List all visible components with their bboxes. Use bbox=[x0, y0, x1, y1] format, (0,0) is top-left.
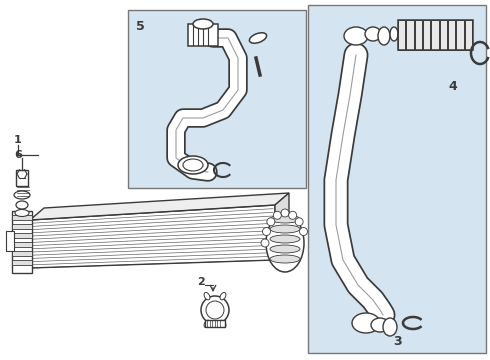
Ellipse shape bbox=[16, 201, 28, 209]
Circle shape bbox=[201, 296, 229, 324]
Bar bbox=[6, 231, 14, 251]
Bar bbox=[440, 20, 447, 50]
Bar bbox=[12, 242, 32, 247]
Ellipse shape bbox=[270, 225, 300, 233]
Bar bbox=[398, 20, 405, 50]
Ellipse shape bbox=[344, 27, 368, 45]
Bar bbox=[12, 211, 32, 273]
Circle shape bbox=[267, 218, 275, 226]
Bar bbox=[12, 260, 32, 265]
Text: 4: 4 bbox=[448, 80, 457, 93]
Ellipse shape bbox=[14, 191, 30, 199]
Bar bbox=[415, 20, 422, 50]
Circle shape bbox=[261, 239, 269, 247]
Ellipse shape bbox=[15, 210, 29, 216]
Text: 2: 2 bbox=[197, 277, 205, 287]
Bar bbox=[16, 170, 28, 186]
Ellipse shape bbox=[352, 313, 380, 333]
Text: 6: 6 bbox=[14, 150, 22, 160]
Ellipse shape bbox=[383, 318, 397, 336]
Circle shape bbox=[281, 209, 289, 217]
Circle shape bbox=[295, 218, 303, 226]
Circle shape bbox=[273, 211, 281, 219]
Polygon shape bbox=[275, 193, 289, 260]
Ellipse shape bbox=[178, 156, 208, 174]
Ellipse shape bbox=[249, 33, 267, 43]
Text: 3: 3 bbox=[392, 335, 401, 348]
Circle shape bbox=[263, 228, 270, 235]
Ellipse shape bbox=[220, 292, 226, 300]
Ellipse shape bbox=[270, 245, 300, 253]
Bar bbox=[12, 233, 32, 238]
Bar bbox=[188, 24, 218, 46]
Circle shape bbox=[206, 301, 224, 319]
Ellipse shape bbox=[390, 27, 398, 41]
Bar bbox=[431, 20, 439, 50]
Ellipse shape bbox=[193, 19, 213, 29]
Bar bbox=[456, 20, 464, 50]
Bar bbox=[406, 20, 414, 50]
Bar bbox=[12, 215, 32, 220]
Ellipse shape bbox=[270, 215, 300, 223]
Ellipse shape bbox=[266, 214, 304, 272]
Ellipse shape bbox=[220, 320, 226, 328]
Bar bbox=[398, 20, 473, 50]
Polygon shape bbox=[30, 205, 275, 268]
Bar bbox=[423, 20, 430, 50]
Ellipse shape bbox=[183, 159, 203, 171]
Bar bbox=[12, 251, 32, 256]
Bar bbox=[12, 224, 32, 229]
Bar bbox=[205, 320, 225, 327]
Text: 1: 1 bbox=[14, 135, 22, 145]
Ellipse shape bbox=[365, 27, 381, 41]
Bar bbox=[465, 20, 472, 50]
Ellipse shape bbox=[270, 235, 300, 243]
Ellipse shape bbox=[270, 255, 300, 263]
Bar bbox=[448, 20, 455, 50]
Bar bbox=[308, 5, 486, 353]
Ellipse shape bbox=[371, 318, 389, 332]
Ellipse shape bbox=[204, 320, 210, 328]
Bar bbox=[128, 10, 306, 188]
Ellipse shape bbox=[204, 292, 210, 300]
Ellipse shape bbox=[378, 27, 390, 45]
Circle shape bbox=[289, 211, 296, 219]
Text: 5: 5 bbox=[136, 20, 145, 33]
Circle shape bbox=[299, 228, 308, 235]
Polygon shape bbox=[30, 193, 289, 220]
